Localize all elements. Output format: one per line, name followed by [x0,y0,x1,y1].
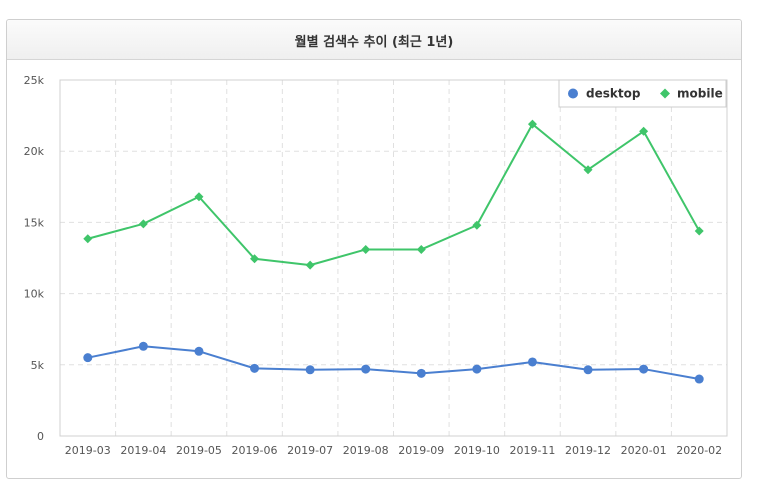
mobile-point[interactable] [527,119,537,129]
desktop-point[interactable] [583,365,593,375]
legend-marker-desktop [568,88,578,99]
mobile-point[interactable] [361,244,371,254]
mobile-point[interactable] [194,192,204,202]
legend-marker-mobile [660,88,670,99]
legend-label-desktop[interactable]: desktop [586,87,641,101]
x-tick-label: 2019-08 [343,444,389,457]
x-tick-label: 2019-05 [176,444,222,457]
desktop-point[interactable] [138,341,148,351]
desktop-point[interactable] [472,364,482,374]
mobile-point[interactable] [250,254,260,264]
y-tick-label: 0 [37,430,44,443]
mobile-point[interactable] [639,126,649,136]
desktop-point[interactable] [83,353,93,363]
mobile-point[interactable] [694,226,704,236]
x-tick-label: 2019-07 [287,444,333,457]
desktop-point[interactable] [527,357,537,367]
x-tick-label: 2019-10 [454,444,500,457]
y-tick-label: 20k [24,145,45,158]
x-tick-label: 2020-01 [621,444,667,457]
x-tick-label: 2019-09 [398,444,444,457]
legend-label-mobile[interactable]: mobile [677,87,723,101]
mobile-point[interactable] [416,244,426,254]
legend-box [558,79,727,108]
desktop-point[interactable] [194,346,204,356]
y-tick-label: 5k [31,359,45,372]
x-tick-label: 2020-02 [676,444,722,457]
y-tick-label: 25k [24,74,45,87]
y-tick-label: 15k [24,216,45,229]
mobile-point[interactable] [305,260,315,270]
mobile-point[interactable] [83,234,93,244]
desktop-series-line [87,345,700,381]
plot-frame [59,79,728,437]
desktop-point[interactable] [305,365,315,375]
desktop-point[interactable] [250,363,260,373]
x-tick-label: 2019-11 [509,444,555,457]
mobile-series-line [87,123,701,267]
panel-header: 월별 검색수 추이 (최근 1년) [7,20,741,60]
mobile-point[interactable] [472,220,482,230]
x-tick-label: 2019-03 [65,444,111,457]
chart-title: 월별 검색수 추이 (최근 1년) [294,35,454,50]
mobile-point[interactable] [583,165,593,175]
desktop-point[interactable] [639,364,649,374]
desktop-point[interactable] [361,364,371,374]
desktop-point[interactable] [694,374,704,384]
x-tick-label: 2019-12 [565,444,611,457]
x-tick-label: 2019-04 [120,444,166,457]
y-tick-label: 10k [24,288,45,301]
mobile-point[interactable] [138,219,148,229]
x-tick-label: 2019-06 [232,444,278,457]
desktop-point[interactable] [416,368,426,378]
